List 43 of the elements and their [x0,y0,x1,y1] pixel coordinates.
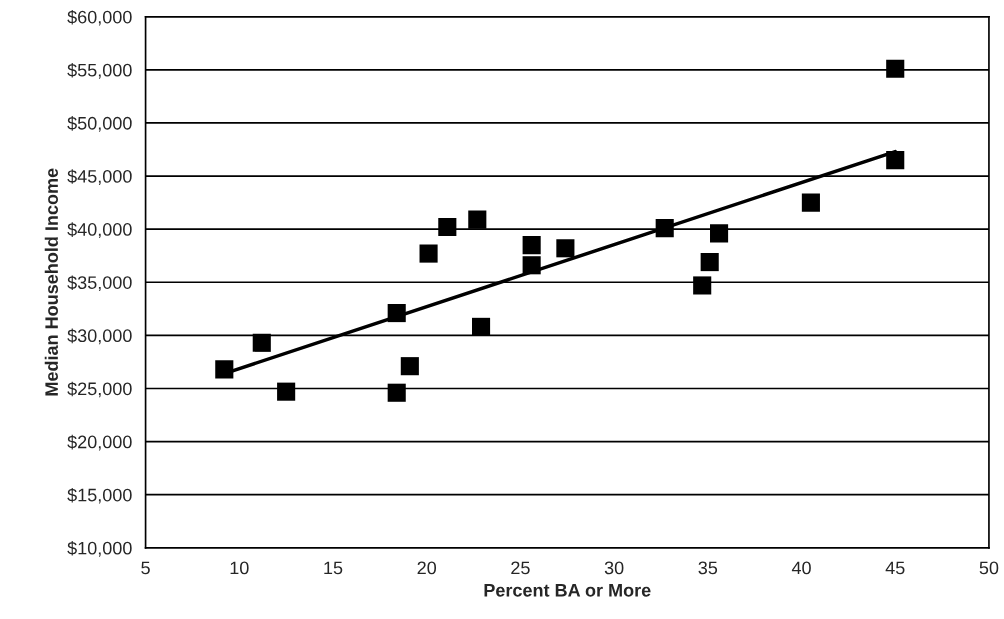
y-tick-label: $55,000 [67,63,132,79]
x-tick-label: 20 [417,561,437,575]
x-tick-label: 15 [324,561,343,575]
y-tick-label: $60,000 [67,9,132,26]
point [522,256,541,275]
x-tick-label: 10 [230,561,249,575]
point [438,217,457,237]
y-tick-label: $30,000 [67,328,132,345]
y-tick-label: $35,000 [67,275,132,292]
point [693,276,712,295]
point [556,239,575,258]
point [468,210,487,229]
point [886,151,905,170]
point [801,193,820,212]
y-tick-label: $50,000 [67,116,132,132]
x-tick-label: 25 [511,561,530,575]
point [215,360,234,379]
y-tick-label: $25,000 [67,381,132,398]
point [387,383,406,402]
x-tick-label: 35 [698,561,718,575]
point [522,236,541,255]
point [886,59,905,78]
x-tick-label: 40 [791,561,811,575]
y-tick-label: $45,000 [67,169,132,185]
y-tick-label: $40,000 [67,222,132,239]
x-axis-title: Percent BA or More [484,584,651,597]
point [472,317,491,336]
point [277,382,296,401]
point [252,333,271,352]
x-tick-label: 50 [979,561,999,575]
point [387,304,406,323]
point [710,224,729,243]
point [655,219,674,238]
y-axis-title: Median Household Income [44,168,58,396]
x-tick-label: 45 [885,561,905,575]
point [400,357,419,376]
y-tick-label: $15,000 [67,487,132,504]
y-tick-label: $20,000 [67,434,132,451]
x-tick-label: 30 [604,561,624,575]
x-tick-label: 5 [141,561,150,575]
point [700,253,719,272]
point [419,244,438,263]
y-tick-label: $10,000 [67,540,132,557]
